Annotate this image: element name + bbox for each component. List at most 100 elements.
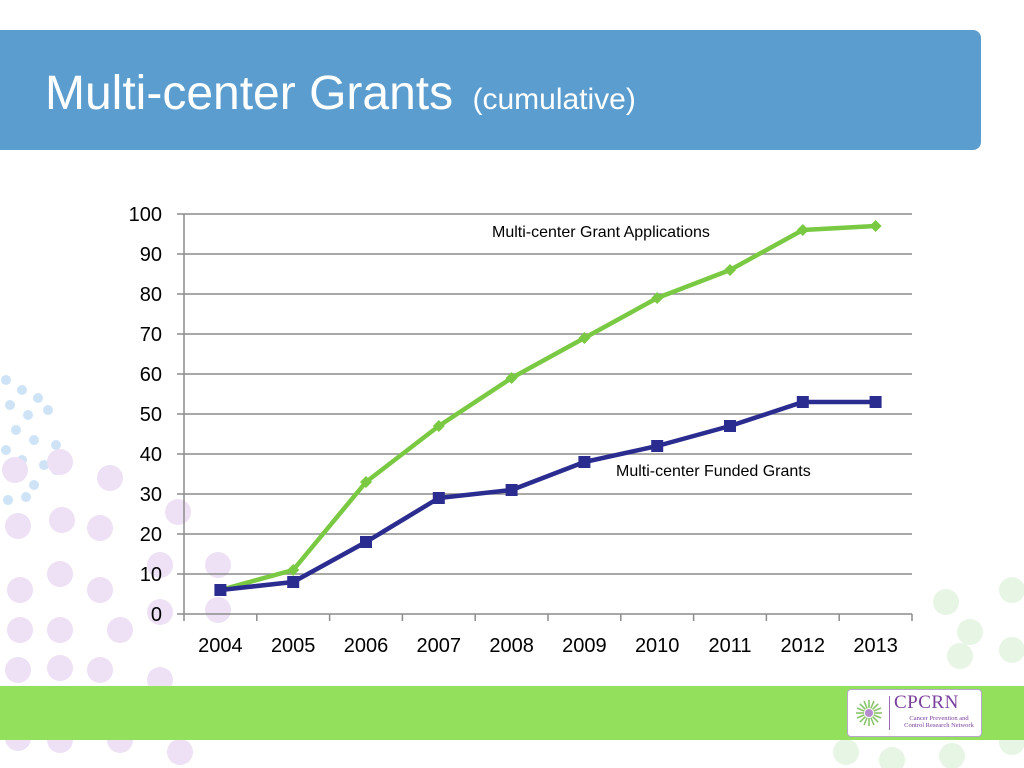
- data-point: [505, 484, 518, 496]
- logo-name: CPCRN: [894, 692, 959, 713]
- decor-dot: [33, 393, 43, 403]
- y-tick-label: 10: [140, 564, 162, 586]
- decor-dot: [47, 655, 73, 681]
- y-tick-label: 70: [140, 324, 162, 346]
- x-tick-label: 2009: [562, 635, 607, 657]
- x-tick-label: 2005: [271, 635, 316, 657]
- x-tick-label: 2012: [781, 635, 826, 657]
- data-point: [360, 536, 372, 548]
- y-tick-label: 80: [140, 284, 162, 306]
- series-line: [219, 223, 876, 593]
- logo-ray: [856, 707, 865, 712]
- decor-dot: [5, 400, 15, 410]
- decor-dot: [205, 597, 231, 623]
- title-bar: Multi-center Grants (cumulative): [0, 30, 981, 150]
- x-tick-label: 2008: [489, 635, 534, 657]
- sunburst-icon: [856, 700, 882, 726]
- decor-dot: [11, 425, 21, 435]
- logo-ray: [859, 715, 867, 723]
- decor-dot: [87, 657, 113, 683]
- y-tick-label: 0: [151, 604, 162, 626]
- x-tick-label: 2004: [198, 635, 243, 657]
- data-point: [651, 292, 664, 304]
- y-tick-label: 30: [140, 484, 162, 506]
- logo-center: [865, 709, 873, 717]
- cpcrn-logo: CPCRN Cancer Prevention and Control Rese…: [847, 689, 982, 737]
- slide-title-main: Multi-center Grants: [45, 67, 454, 120]
- decor-dot: [947, 643, 973, 669]
- decor-dot: [47, 449, 73, 475]
- data-point: [796, 224, 809, 236]
- logo-ray: [863, 717, 868, 726]
- decor-dot: [2, 457, 28, 483]
- logo-tagline: Cancer Prevention and Control Research N…: [904, 715, 974, 729]
- decor-dot: [7, 617, 33, 643]
- decor-dot: [3, 495, 13, 505]
- data-point: [796, 396, 809, 408]
- data-point: [432, 420, 445, 432]
- logo-ray: [871, 703, 879, 711]
- decor-dot: [23, 410, 33, 420]
- logo-divider: [889, 696, 890, 730]
- data-point: [724, 420, 736, 432]
- decor-dot: [939, 743, 965, 768]
- data-point: [360, 476, 372, 488]
- decor-dot: [879, 747, 905, 768]
- logo-ray: [873, 707, 882, 712]
- slide-title: Multi-center Grants (cumulative): [45, 66, 636, 121]
- decor-dot: [833, 739, 859, 765]
- logo-ray: [856, 714, 865, 719]
- decor-dot: [47, 617, 73, 643]
- decor-dot: [7, 577, 33, 603]
- data-point: [651, 440, 664, 452]
- data-point: [869, 220, 882, 232]
- logo-ray: [870, 717, 875, 726]
- data-point: [287, 576, 300, 588]
- decor-dot: [97, 465, 123, 491]
- x-tick-label: 2013: [853, 635, 898, 657]
- data-point: [214, 584, 227, 596]
- decor-dot: [39, 460, 49, 470]
- decor-dot: [205, 552, 231, 578]
- x-tick-label: 2011: [708, 635, 751, 657]
- decor-dot: [999, 577, 1024, 603]
- decor-dot: [5, 657, 31, 683]
- slide-title-suffix: (cumulative): [472, 83, 636, 116]
- decor-dot: [43, 405, 53, 415]
- y-tick-label: 20: [140, 524, 162, 546]
- y-tick-label: 100: [129, 204, 162, 226]
- decor-dot: [147, 599, 173, 625]
- decor-dot: [51, 440, 61, 450]
- y-tick-label: 60: [140, 364, 162, 386]
- data-point: [869, 396, 882, 408]
- decor-dot: [1, 375, 11, 385]
- y-tick-label: 90: [140, 244, 162, 266]
- logo-ray: [873, 714, 882, 719]
- decor-dot: [933, 589, 959, 615]
- decor-dot: [1, 445, 11, 455]
- y-tick-label: 40: [140, 444, 162, 466]
- logo-ray: [870, 700, 875, 709]
- decor-dot: [21, 492, 31, 502]
- decor-dot: [49, 507, 75, 533]
- decor-dot: [957, 619, 983, 645]
- decor-dot: [147, 552, 173, 578]
- data-point: [505, 372, 518, 384]
- series-label-applications: Multi-center Grant Applications: [492, 224, 710, 241]
- decor-dot: [87, 577, 113, 603]
- decor-dot: [29, 480, 39, 490]
- logo-ray: [863, 700, 868, 709]
- data-point: [287, 564, 300, 576]
- x-tick-label: 2007: [417, 635, 462, 657]
- series-label-funded: Multi-center Funded Grants: [616, 463, 811, 480]
- series-line: [220, 399, 876, 593]
- data-point: [578, 456, 591, 468]
- x-tick-label: 2010: [635, 635, 680, 657]
- decor-dot: [167, 739, 193, 765]
- logo-ray: [871, 715, 879, 723]
- data-point: [432, 492, 445, 504]
- logo-ray: [859, 703, 867, 711]
- decor-dot: [999, 637, 1024, 663]
- data-point: [578, 332, 591, 344]
